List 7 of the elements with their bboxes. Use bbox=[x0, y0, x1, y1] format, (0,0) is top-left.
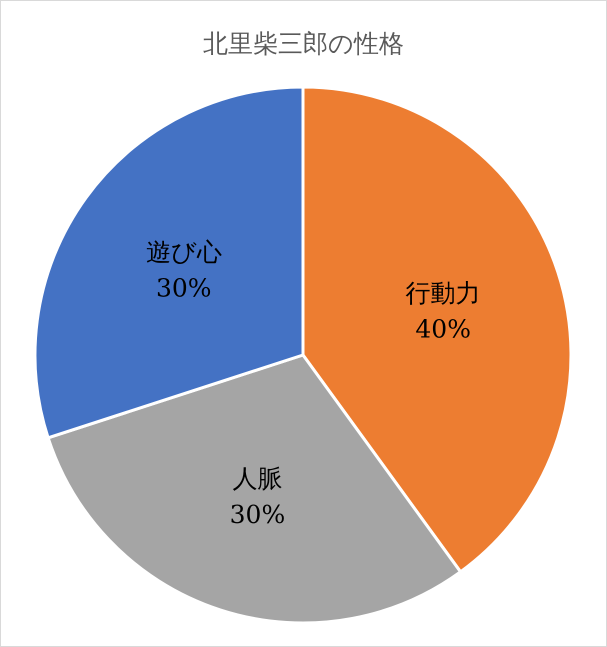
data-label: 30% bbox=[156, 273, 212, 302]
slice-label: 人脈 bbox=[232, 464, 282, 494]
slice-label: 行動力 bbox=[406, 278, 481, 308]
data-label: 30% bbox=[230, 500, 286, 530]
chart-title: 北里柴三郎の性格 bbox=[203, 29, 404, 58]
slice-label: 遊び心 bbox=[146, 237, 222, 266]
data-label: 40% bbox=[415, 314, 471, 344]
